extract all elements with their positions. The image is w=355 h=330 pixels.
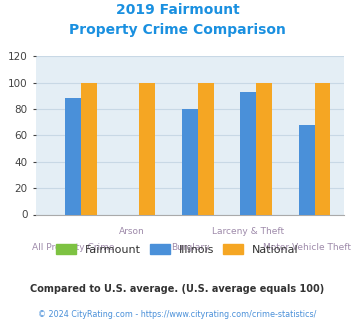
Text: All Property Crime: All Property Crime <box>32 243 114 252</box>
Bar <box>240 92 256 214</box>
Text: © 2024 CityRating.com - https://www.cityrating.com/crime-statistics/: © 2024 CityRating.com - https://www.city… <box>38 310 317 319</box>
Text: 2019 Fairmount: 2019 Fairmount <box>116 3 239 17</box>
Text: Motor Vehicle Theft: Motor Vehicle Theft <box>263 243 351 252</box>
Text: Property Crime Comparison: Property Crime Comparison <box>69 23 286 37</box>
Bar <box>299 125 315 214</box>
Bar <box>182 109 198 214</box>
Text: Compared to U.S. average. (U.S. average equals 100): Compared to U.S. average. (U.S. average … <box>31 284 324 294</box>
Bar <box>140 82 155 214</box>
Bar <box>256 82 272 214</box>
Text: Burglary: Burglary <box>171 243 209 252</box>
Legend: Fairmount, Illinois, National: Fairmount, Illinois, National <box>56 245 299 255</box>
Text: Arson: Arson <box>119 227 144 236</box>
Bar <box>315 82 330 214</box>
Bar <box>81 82 97 214</box>
Bar <box>65 98 81 214</box>
Bar <box>198 82 214 214</box>
Text: Larceny & Theft: Larceny & Theft <box>212 227 284 236</box>
